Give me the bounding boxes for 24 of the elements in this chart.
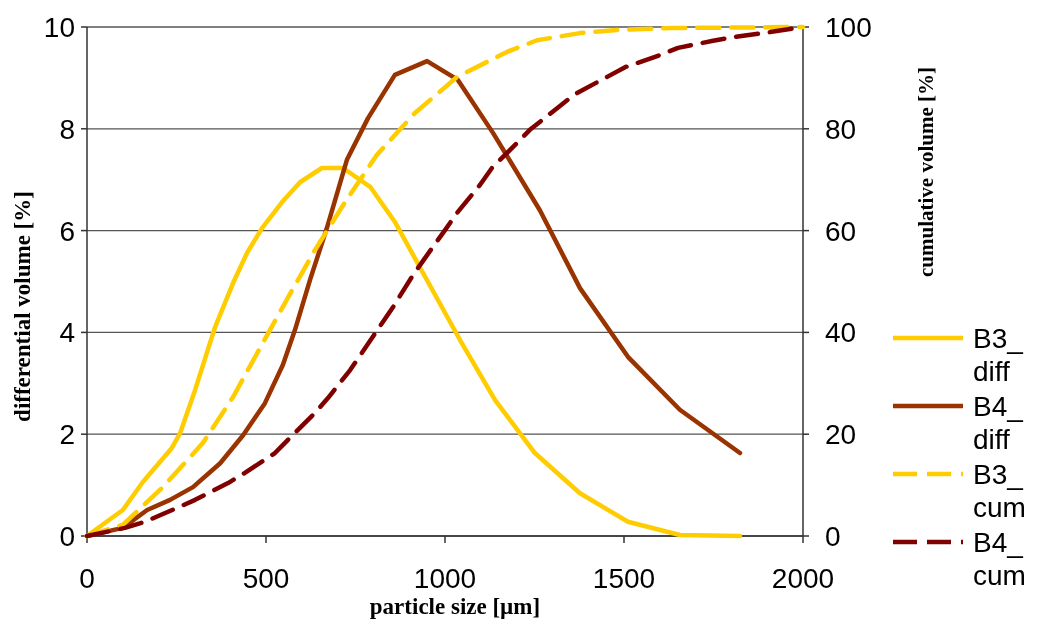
y2-axis-title: cumulative volume [%] — [914, 67, 938, 277]
y-tick-label: 4 — [59, 317, 75, 349]
y-tick-label: 8 — [59, 113, 75, 145]
legend-label: B4_cum — [973, 527, 1026, 591]
y2-tick-label: 80 — [825, 113, 857, 145]
y2-tick-label: 100 — [825, 12, 872, 43]
x-tick-label: 1000 — [413, 563, 477, 594]
x-tick-label: 500 — [242, 563, 290, 594]
x-axis-title: particle size [µm] — [369, 594, 541, 619]
legend-label: B3_diff — [973, 323, 1024, 387]
legend-label: B4_diff — [973, 391, 1024, 455]
y-tick-label: 0 — [59, 521, 75, 552]
y-tick-label: 6 — [59, 215, 75, 247]
y2-tick-label: 60 — [825, 215, 857, 247]
y2-tick-label: 0 — [825, 521, 841, 552]
x-tick-label: 0 — [79, 563, 95, 594]
legend-label: B3_cum — [973, 459, 1026, 523]
y2-tick-label: 40 — [825, 317, 857, 349]
y-tick-label: 2 — [59, 419, 75, 451]
y-tick-label: 10 — [43, 12, 75, 43]
x-tick-label: 2000 — [771, 563, 835, 594]
x-tick-label: 1500 — [592, 563, 656, 594]
y2-tick-label: 20 — [825, 419, 857, 451]
y-axis-title: differential volume [%] — [10, 191, 35, 422]
